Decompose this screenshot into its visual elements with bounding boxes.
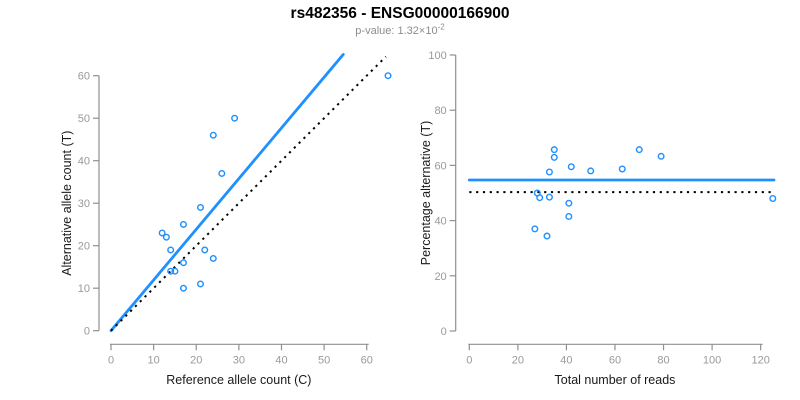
scatter-point — [384, 72, 392, 80]
y-tick-label: 60 — [78, 71, 90, 83]
x-tick-label: 20 — [512, 354, 524, 366]
scatter-point — [536, 194, 544, 202]
scatter-point — [209, 131, 217, 139]
scatter-point — [218, 169, 226, 177]
x-tick-label: 0 — [466, 354, 472, 366]
p-value-label: p-value: 1.32×10-2 — [0, 22, 800, 37]
x-axis-title: Reference allele count (C) — [166, 373, 311, 387]
y-tick-label: 60 — [434, 160, 446, 172]
scatter-point — [179, 284, 187, 292]
x-tick-label: 40 — [560, 354, 572, 366]
percentage-vs-reads-scatter: 0 20 40 60 80 100 0 20 40 60 80 100 120 Total number … — [419, 50, 777, 387]
x-tick-label: 0 — [108, 354, 114, 366]
scatter-point — [545, 193, 553, 201]
scatter-point — [769, 195, 777, 203]
scatter-point — [565, 212, 573, 220]
x-tick-label: 60 — [361, 354, 373, 366]
scatter-point — [618, 165, 626, 173]
x-tick-label: 80 — [657, 354, 669, 366]
scatter-point — [162, 233, 170, 241]
scatter-point — [531, 225, 539, 233]
scatter-point — [231, 114, 239, 122]
plot-title: rs482356 - ENSG00000166900 — [290, 5, 510, 22]
scatter-point — [167, 246, 175, 254]
x-tick-label: 120 — [751, 354, 769, 366]
y-axis-title: Percentage alternative (T) — [419, 121, 433, 266]
scatter-point — [550, 146, 558, 154]
y-tick-label: 50 — [78, 113, 90, 125]
p-value-exponent: -2 — [437, 22, 445, 32]
x-tick-label: 50 — [318, 354, 330, 366]
scatter-point — [567, 163, 575, 171]
y-tick-label: 100 — [428, 50, 446, 62]
y-tick-label: 30 — [78, 198, 90, 210]
y-tick-label: 20 — [434, 271, 446, 283]
scatter-point — [158, 229, 166, 237]
x-tick-label: 10 — [147, 354, 159, 366]
scatter-point — [171, 267, 179, 275]
scatter-point — [179, 220, 187, 228]
y-tick-label: 40 — [434, 216, 446, 228]
scatter-point — [565, 199, 573, 207]
scatter-point — [179, 259, 187, 267]
scatter-point — [197, 280, 205, 288]
x-tick-label: 40 — [275, 354, 287, 366]
scatter-point — [657, 152, 665, 160]
p-value-text: p-value: 1.32×10 — [355, 25, 438, 37]
y-tick-label: 0 — [441, 326, 447, 338]
allele-counts-scatter: 0 10 20 30 40 50 60 0 10 20 30 40 50 60 Reference alle… — [60, 53, 392, 387]
identity-line — [110, 55, 387, 332]
scatter-point — [545, 168, 553, 176]
y-axis-title: Alternative allele count (T) — [60, 131, 74, 276]
scatter-point — [197, 203, 205, 211]
y-tick-label: 10 — [78, 283, 90, 295]
y-tick-label: 40 — [78, 156, 90, 168]
fit-line — [109, 53, 345, 333]
scatter-point — [167, 267, 175, 275]
scatter-point — [587, 167, 595, 175]
scatter-point — [635, 146, 643, 154]
x-tick-label: 60 — [609, 354, 621, 366]
scatter-point — [550, 153, 558, 161]
y-tick-label: 0 — [84, 326, 90, 338]
y-tick-label: 80 — [434, 105, 446, 117]
x-tick-label: 20 — [190, 354, 202, 366]
x-axis-title: Total number of reads — [555, 373, 676, 387]
x-tick-label: 30 — [233, 354, 245, 366]
x-tick-label: 100 — [703, 354, 721, 366]
scatter-point — [201, 246, 209, 254]
scatter-point — [209, 254, 217, 262]
y-tick-label: 20 — [78, 241, 90, 253]
scatter-point — [543, 232, 551, 240]
